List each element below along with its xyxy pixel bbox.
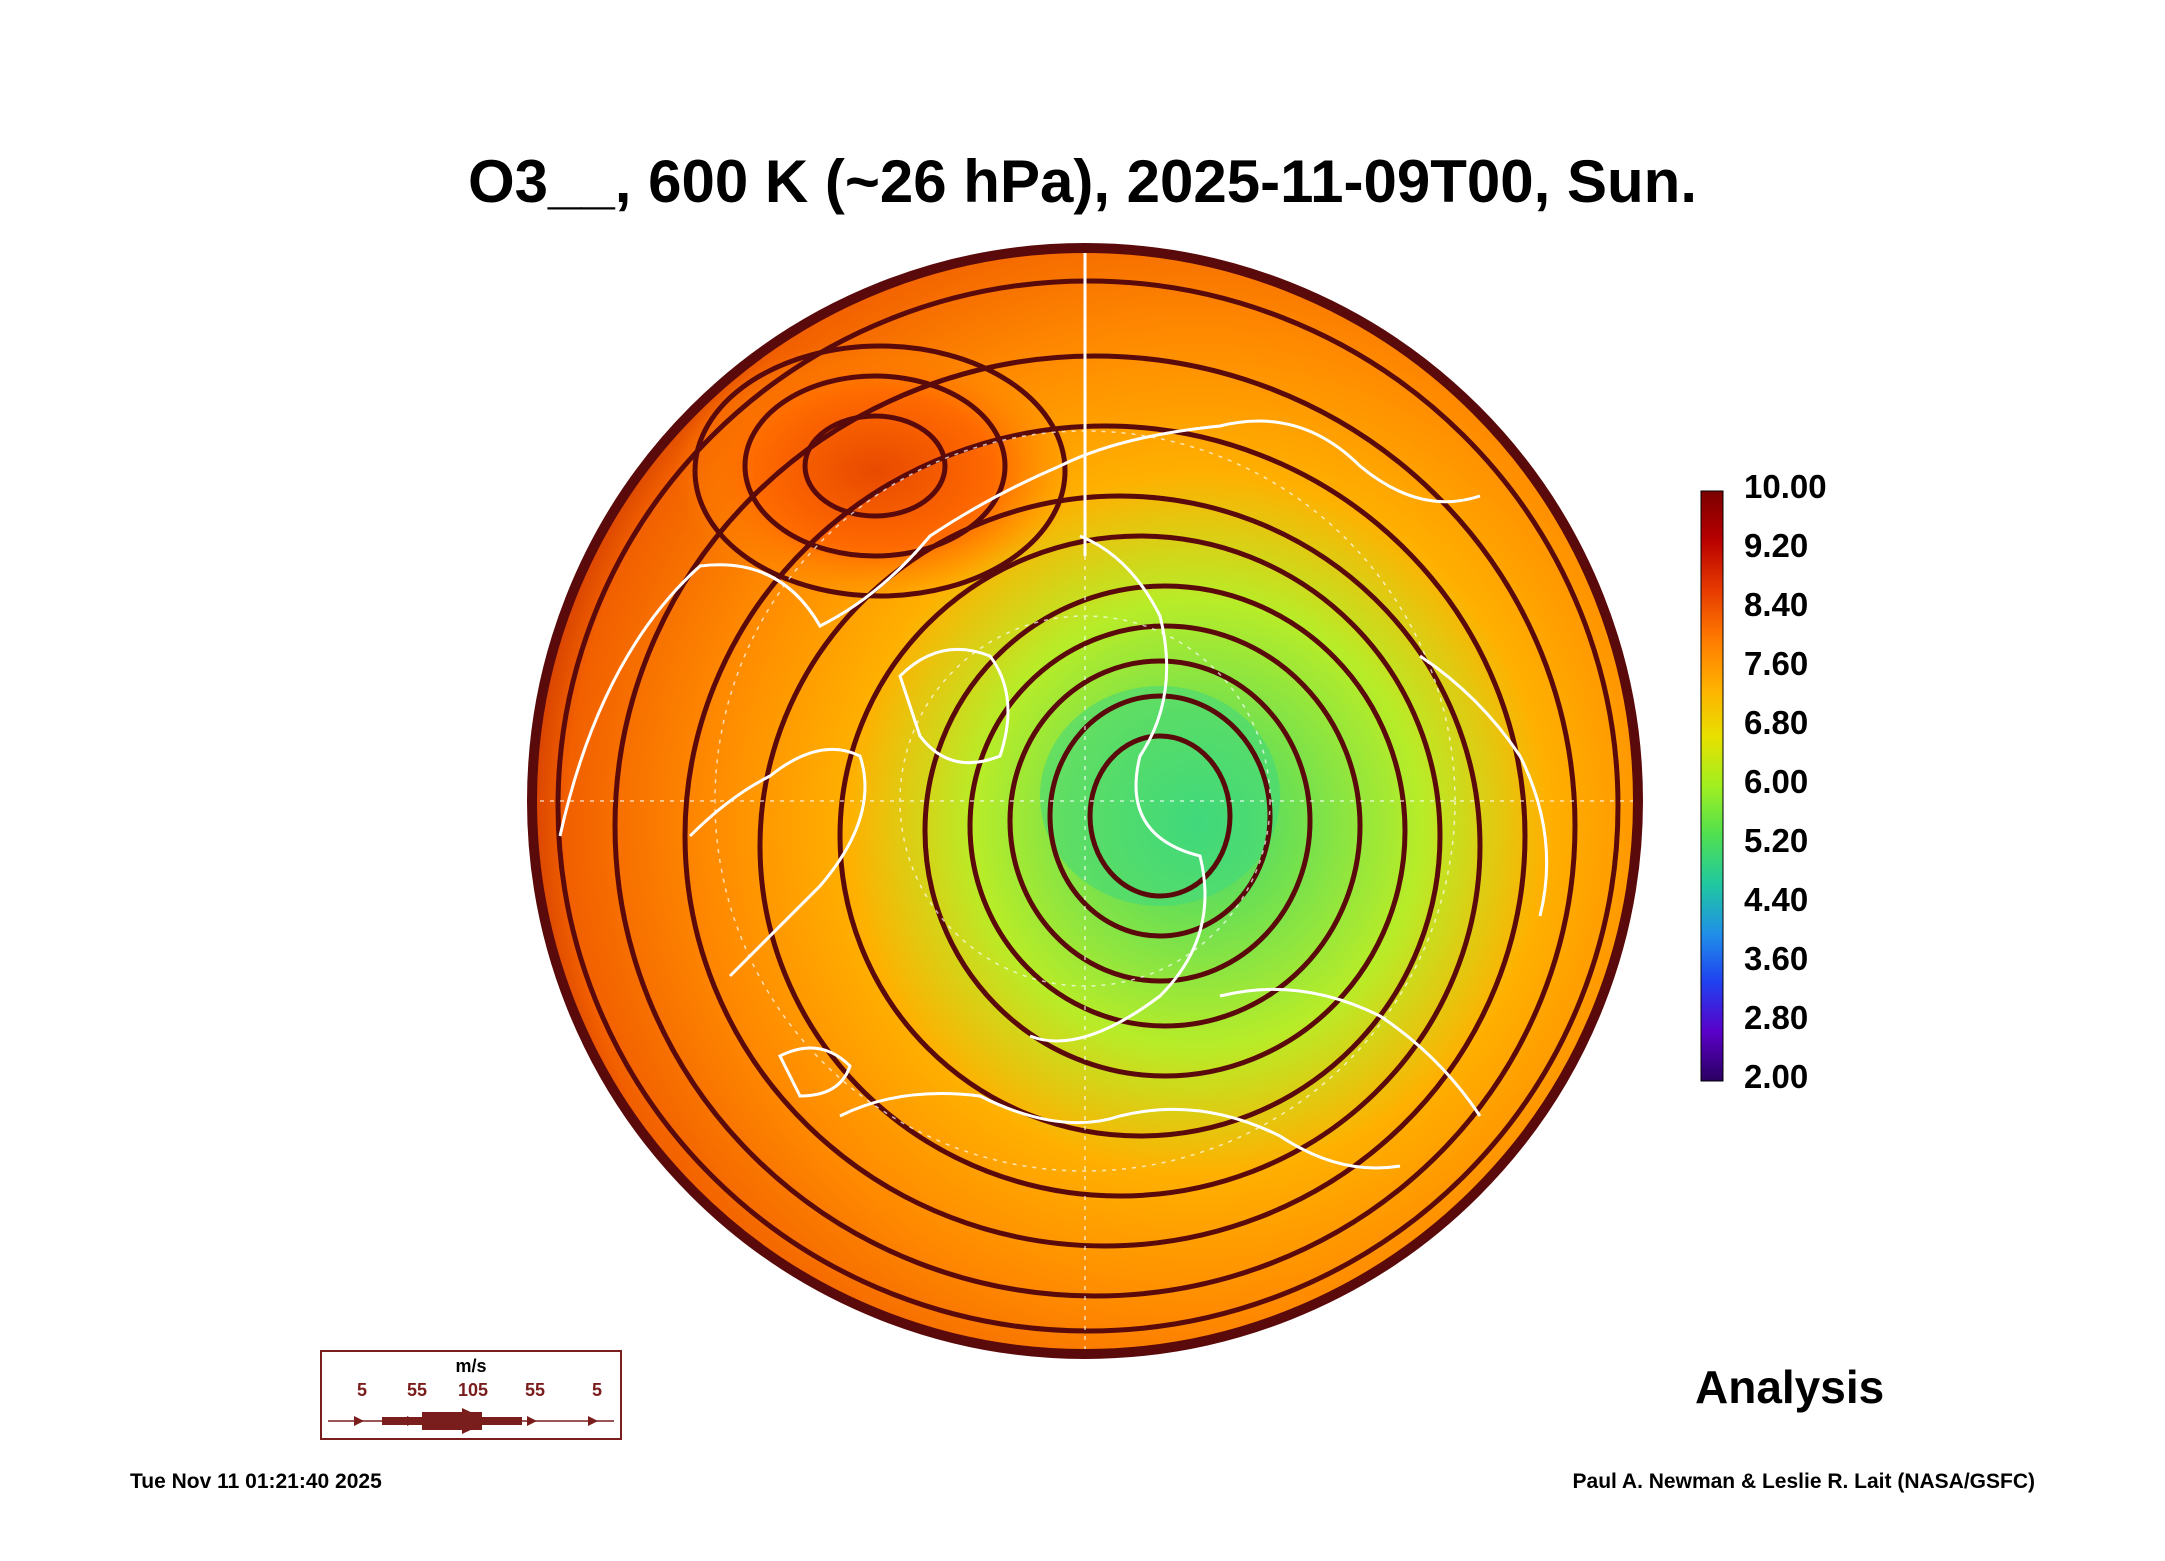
wind-value-label: 105 <box>457 1380 489 1400</box>
streamlines <box>555 278 1621 1334</box>
colorbar-tick-label: 9.20 <box>1744 527 1809 564</box>
colorbar-tick-label: 2.00 <box>1744 1058 1809 1095</box>
colorbar-tick-label: 3.60 <box>1744 940 1809 977</box>
wind-value-label: 5 <box>356 1380 368 1400</box>
wind-speed-legend: m/s 5 55 105 55 5 <box>320 1350 622 1440</box>
map-border <box>527 243 1643 1359</box>
wind-arrow-scale <box>328 1408 614 1434</box>
colorbar-tick-label: 6.00 <box>1744 763 1809 800</box>
coastlines <box>558 419 1549 1170</box>
colorbar-ramp <box>1700 490 1724 1082</box>
credit-line: Paul A. Newman & Leslie R. Lait (NASA/GS… <box>1572 1470 2035 1493</box>
colorbar-tick-label: 2.80 <box>1744 999 1809 1036</box>
colorbar-tick-label: 6.80 <box>1744 704 1809 741</box>
colorbar <box>1700 490 1724 1082</box>
polar-map <box>527 243 1643 1359</box>
analysis-label: Analysis <box>1695 1361 1885 1413</box>
timestamp: Tue Nov 11 01:21:40 2025 <box>130 1470 382 1493</box>
wind-value-label: 55 <box>524 1380 546 1400</box>
colorbar-tick-label: 10.00 <box>1744 468 1827 505</box>
wind-unit-label: m/s <box>455 1356 487 1376</box>
chart-title: O3__, 600 K (~26 hPa), 2025-11-09T00, Su… <box>467 148 1697 215</box>
colorbar-tick-label: 8.40 <box>1744 586 1809 623</box>
wind-value-label: 55 <box>406 1380 428 1400</box>
colorbar-tick-label: 7.60 <box>1744 645 1809 682</box>
colorbar-tick-label: 5.20 <box>1744 822 1809 859</box>
colorbar-tick-label: 4.40 <box>1744 881 1809 918</box>
vortex-core <box>1040 686 1280 906</box>
wind-value-label: 5 <box>591 1380 603 1400</box>
